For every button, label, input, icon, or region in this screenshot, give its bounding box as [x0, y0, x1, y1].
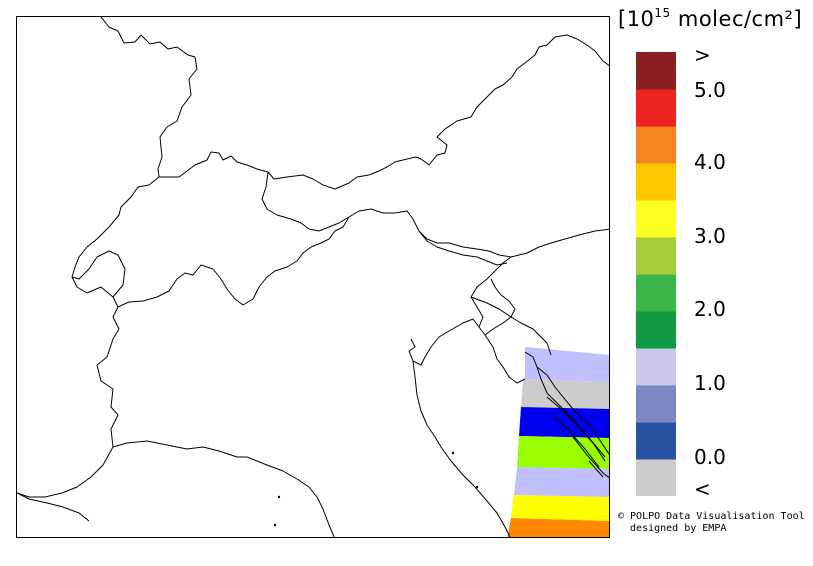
colorbar-segment — [636, 385, 676, 423]
france-swiss-border — [17, 176, 160, 498]
swiss-austria-border — [261, 171, 609, 258]
swath-strip — [517, 436, 609, 469]
france-belgium-border — [100, 17, 198, 178]
map-canvas — [17, 17, 609, 537]
austria-italy-border — [418, 230, 516, 336]
adriatic-coast-north — [408, 318, 480, 366]
colorbar-tick-label: 3.0 — [694, 224, 726, 248]
island — [451, 451, 455, 455]
satellite-swath — [507, 347, 609, 537]
swath-strip — [514, 467, 609, 497]
colorbar-segment — [636, 348, 676, 386]
unit-prefix: [10 — [618, 7, 655, 31]
colorbar-tick-label: 0.0 — [694, 445, 726, 469]
colorbar-tick-label: < — [694, 477, 711, 501]
map-panel[interactable] — [16, 16, 610, 538]
colorbar-segment — [636, 89, 676, 127]
colorbar-segment — [636, 52, 676, 90]
colorbar-segment — [636, 311, 676, 349]
colorbar-tick-label: > — [694, 43, 711, 67]
credit-line-2: designed by EMPA — [618, 523, 727, 534]
colorbar-tick-label: 4.0 — [694, 150, 726, 174]
croatian-islands — [546, 396, 609, 479]
colorbar-tick-label: 5.0 — [694, 78, 726, 102]
colorbar-segment — [636, 163, 676, 201]
small-islands — [273, 451, 479, 527]
island — [475, 485, 479, 489]
unit-exponent: 15 — [654, 6, 671, 20]
north-italy-inner-border — [112, 440, 247, 458]
swath-strip — [525, 347, 609, 382]
colorbar-segment — [636, 200, 676, 238]
colorbar-segment — [636, 126, 676, 164]
colorbar-tick-label: 1.0 — [694, 371, 726, 395]
swath-strip — [507, 518, 609, 537]
credit-line-1: © POLPO Data Visualisation Tool — [618, 511, 805, 522]
germany-austria-border — [420, 34, 609, 166]
colorbar-segment — [636, 422, 676, 460]
colorbar-unit-label: [1015 molec/cm²] — [618, 6, 802, 31]
unit-suffix: molec/cm²] — [670, 7, 803, 31]
italy-west-coast — [17, 456, 335, 537]
swath-strip — [511, 495, 609, 521]
swath-strip — [519, 407, 609, 438]
colorbar — [636, 52, 676, 496]
colorbar-tick-label: 2.0 — [694, 297, 726, 321]
colorbar-segment — [636, 237, 676, 275]
colorbar-segment — [636, 459, 676, 496]
slovenia-croatia-border — [470, 296, 552, 384]
swiss-germany-border — [159, 151, 422, 190]
swiss-italy-border — [71, 216, 350, 308]
island — [273, 523, 277, 527]
island — [277, 495, 281, 499]
italian-east-coast — [412, 360, 511, 537]
credit-text: © POLPO Data Visualisation Tool designed… — [618, 511, 805, 535]
colorbar-segment — [636, 274, 676, 312]
country-borders — [17, 17, 609, 537]
swath-strip — [521, 379, 609, 409]
